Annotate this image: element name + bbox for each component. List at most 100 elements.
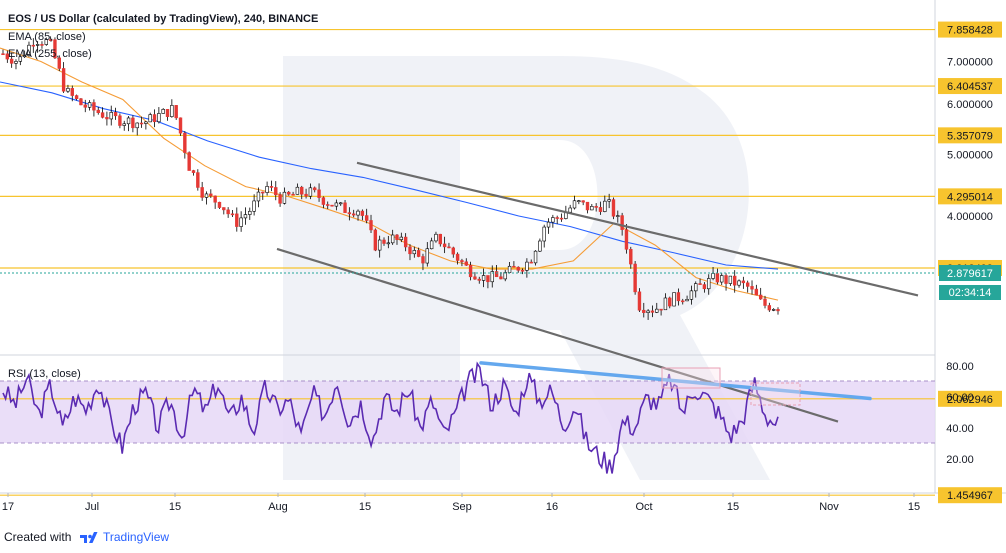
tradingview-link[interactable]: TradingView: [103, 530, 170, 544]
candle: [758, 287, 763, 300]
candle-body: [598, 207, 603, 212]
candle: [633, 260, 637, 295]
ema255-legend[interactable]: EMA (255, close): [8, 48, 92, 60]
candle-body: [235, 213, 239, 227]
ema85-legend[interactable]: EMA (85, close): [8, 31, 86, 43]
candle: [100, 107, 105, 119]
candle-body: [217, 201, 222, 208]
candle-body: [351, 213, 356, 216]
candle: [520, 268, 525, 275]
candle: [377, 235, 382, 258]
candle-body: [668, 297, 672, 307]
candle: [304, 188, 308, 199]
candle: [351, 209, 356, 218]
candle: [659, 308, 663, 316]
level-label-3: 4.295014: [947, 191, 993, 203]
candle-body: [83, 104, 87, 108]
candle: [83, 99, 87, 113]
candle: [490, 265, 494, 288]
candle-body: [399, 236, 404, 240]
candle: [754, 284, 759, 296]
candle-body: [278, 194, 282, 204]
candle: [416, 247, 421, 258]
candle: [148, 112, 152, 123]
candle-body: [572, 200, 577, 209]
candle: [408, 244, 412, 261]
chart-svg[interactable]: 7.8584286.4045375.3570794.2950143.313498…: [0, 0, 1006, 522]
candle-body: [18, 56, 23, 62]
candle-body: [226, 209, 230, 215]
candle-body: [520, 269, 525, 272]
candle-body: [304, 193, 308, 197]
candle-body: [326, 204, 330, 206]
candle-body: [252, 200, 256, 212]
level-badge-2: [938, 127, 1002, 144]
candle: [767, 302, 772, 312]
candle-body: [754, 288, 759, 296]
level-badge-1: [938, 78, 1002, 95]
candle: [239, 211, 243, 232]
candle: [61, 62, 66, 94]
candle-body: [196, 172, 200, 188]
footer: Created with TradingView: [0, 522, 1006, 553]
candle: [646, 309, 650, 320]
candle-body: [100, 112, 105, 118]
candle: [187, 151, 191, 171]
candle-body: [616, 215, 620, 217]
candle: [14, 59, 18, 70]
candle: [339, 202, 343, 206]
candle: [330, 204, 334, 207]
candle: [412, 246, 417, 258]
candle-body: [200, 187, 204, 198]
candle-body: [161, 109, 165, 114]
rsi-trendline: [479, 361, 872, 401]
candle: [421, 253, 425, 271]
candle: [243, 207, 248, 225]
candle: [152, 109, 157, 128]
candle-body: [27, 44, 31, 56]
candle-body: [105, 117, 109, 120]
candle: [35, 41, 40, 53]
candle-body: [135, 122, 139, 129]
candle: [165, 109, 170, 121]
candle: [92, 99, 96, 117]
candle-body: [594, 206, 598, 208]
candle: [447, 242, 451, 249]
candle: [144, 120, 148, 130]
rsi-tick-0: 80.00: [946, 361, 974, 373]
price-tick-2: 5.000000: [947, 149, 993, 161]
candle: [425, 242, 430, 267]
countdown-badge: [939, 285, 1001, 300]
candle: [551, 214, 555, 228]
candle: [87, 100, 92, 111]
candle-body: [412, 250, 417, 255]
candle: [741, 276, 746, 289]
candle-body: [256, 191, 261, 202]
candle: [724, 273, 728, 291]
candle: [702, 282, 707, 293]
candle: [624, 224, 629, 254]
time-tick-5: Sep: [452, 501, 472, 513]
candle: [74, 94, 79, 101]
rsi-legend[interactable]: RSI (13, close): [8, 368, 81, 380]
price-tick-0: 7.000000: [947, 57, 993, 69]
candle: [96, 106, 100, 115]
candle-body: [131, 117, 135, 129]
candle: [468, 261, 473, 281]
candle: [577, 199, 581, 205]
candle: [737, 279, 741, 288]
candle-body: [585, 201, 590, 211]
candle-body: [607, 199, 611, 202]
candle: [546, 218, 551, 234]
candle-body: [672, 292, 676, 307]
candle: [585, 201, 590, 214]
candle: [113, 107, 118, 120]
candle-body: [447, 246, 451, 249]
candle-body: [767, 305, 772, 311]
candle-body: [720, 275, 724, 283]
candle: [390, 229, 395, 245]
level-label-5: 2.062946: [947, 394, 993, 406]
candle: [395, 234, 399, 245]
candle: [118, 113, 122, 129]
candle-body: [659, 308, 663, 311]
